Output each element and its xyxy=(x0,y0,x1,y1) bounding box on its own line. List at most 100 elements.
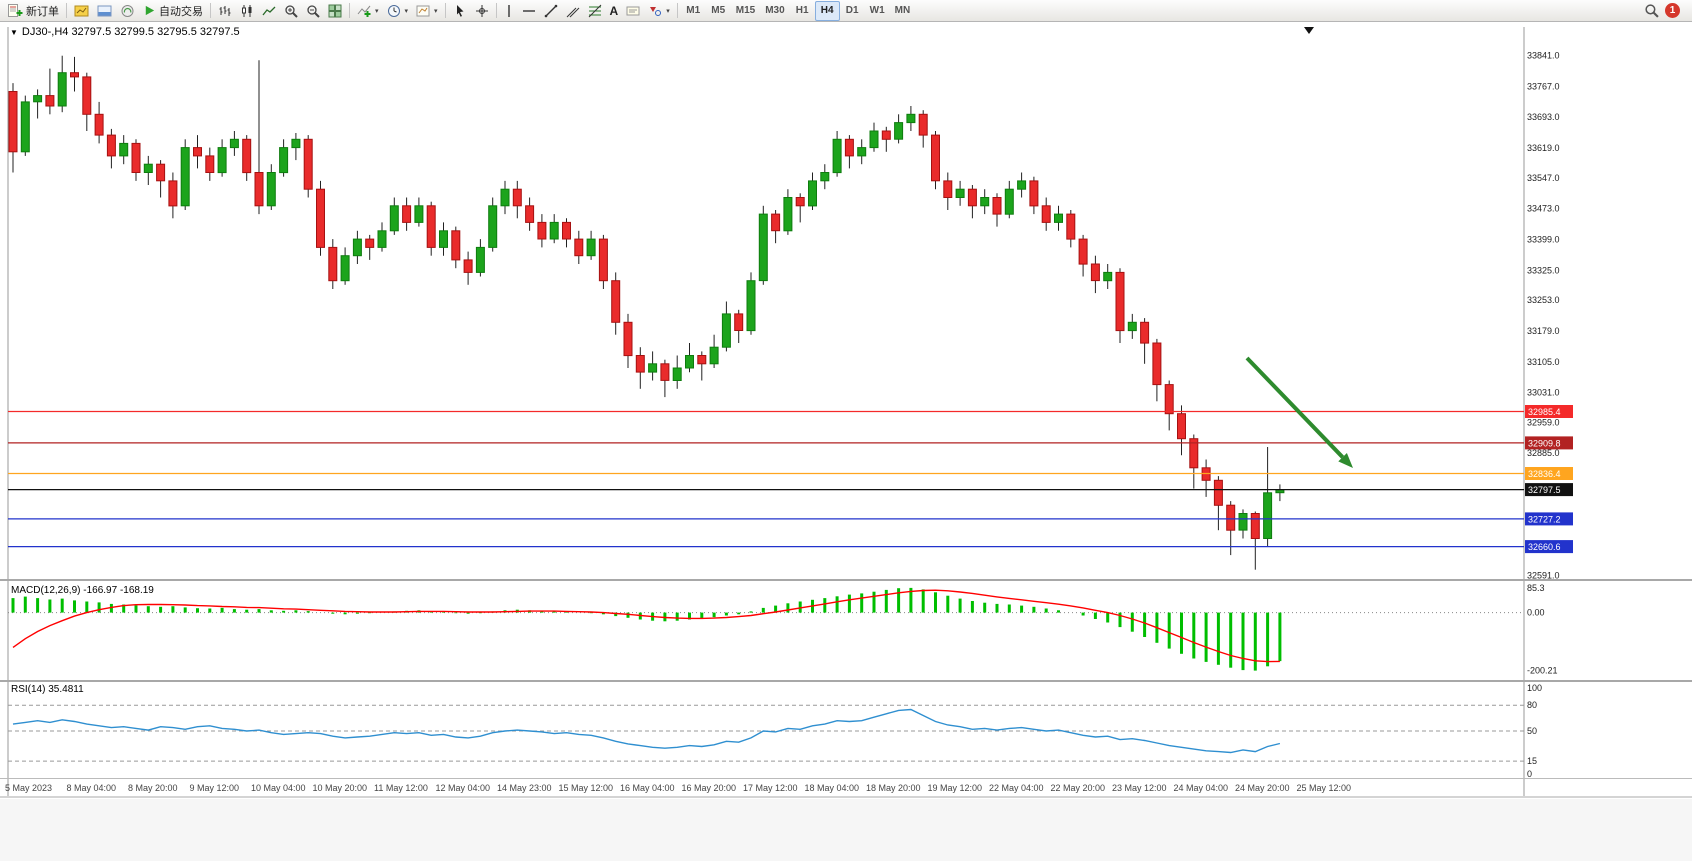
search-icon xyxy=(1644,3,1659,18)
bar-chart-button[interactable] xyxy=(214,1,236,21)
svg-text:15 May 12:00: 15 May 12:00 xyxy=(559,783,614,793)
auto-trading-button[interactable]: 自动交易 xyxy=(139,1,207,21)
indicators-icon xyxy=(357,4,371,18)
text-label-button[interactable] xyxy=(622,1,644,21)
macd-panel: 85.3 0.00 -200.21 xyxy=(8,583,1558,676)
horizontal-line-button[interactable] xyxy=(518,1,540,21)
svg-text:32909.8: 32909.8 xyxy=(1528,438,1561,448)
cursor-button[interactable] xyxy=(449,1,471,21)
bar-chart-icon xyxy=(218,4,232,18)
svg-text:32885.0: 32885.0 xyxy=(1527,448,1560,458)
chart-window-icon xyxy=(74,4,89,18)
svg-text:18 May 20:00: 18 May 20:00 xyxy=(866,783,921,793)
new-order-icon xyxy=(8,3,23,18)
crosshair-icon xyxy=(475,4,489,18)
fibonacci-icon xyxy=(588,4,602,18)
shift-end-marker-icon[interactable] xyxy=(1304,27,1314,34)
text-tool-icon: A xyxy=(609,3,619,18)
svg-text:32727.2: 32727.2 xyxy=(1528,514,1561,524)
svg-text:32660.6: 32660.6 xyxy=(1528,542,1561,552)
rsi-panel: 100 80 50 15 0 xyxy=(8,683,1542,779)
svg-text:32797.5: 32797.5 xyxy=(1528,485,1561,495)
equidistant-channel-button[interactable] xyxy=(562,1,584,21)
macd-label: MACD(12,26,9) -166.97 -168.19 xyxy=(11,585,154,596)
candles xyxy=(8,55,1285,570)
auto-trading-icon xyxy=(143,4,156,17)
tile-windows-icon xyxy=(328,4,342,18)
chart-title-text: DJ30-,H4 32797.5 32799.5 32795.5 32797.5 xyxy=(21,26,240,38)
clock-icon xyxy=(387,4,401,18)
crosshair-button[interactable] xyxy=(471,1,493,21)
text-tool-button[interactable]: A xyxy=(606,1,623,21)
toolbar-separator xyxy=(444,3,446,18)
svg-text:15: 15 xyxy=(1527,756,1537,766)
horizontal-line-icon xyxy=(522,6,536,16)
templates-button[interactable]: ▾ xyxy=(412,1,442,21)
svg-text:32985.4: 32985.4 xyxy=(1528,407,1561,417)
svg-text:33399.0: 33399.0 xyxy=(1527,235,1560,245)
svg-text:24 May 04:00: 24 May 04:00 xyxy=(1174,783,1229,793)
svg-text:33253.0: 33253.0 xyxy=(1527,295,1560,305)
timeframe-m1-button[interactable]: M1 xyxy=(681,1,706,21)
trendline-button[interactable] xyxy=(540,1,562,21)
timeframe-h1-button[interactable]: H1 xyxy=(790,1,815,21)
tile-windows-button[interactable] xyxy=(324,1,346,21)
chevron-down-icon: ▾ xyxy=(375,7,379,15)
vertical-line-button[interactable] xyxy=(500,1,518,21)
svg-text:32959.0: 32959.0 xyxy=(1527,418,1560,428)
svg-text:16 May 20:00: 16 May 20:00 xyxy=(682,783,737,793)
svg-text:33767.0: 33767.0 xyxy=(1527,82,1560,92)
periods-button[interactable]: ▾ xyxy=(383,1,413,21)
timeframe-d1-button[interactable]: D1 xyxy=(840,1,865,21)
charts-button[interactable] xyxy=(70,1,93,21)
trend-arrow-annotation[interactable] xyxy=(1245,356,1353,468)
rsi-label: RSI(14) 35.4811 xyxy=(11,684,84,695)
notification-badge[interactable]: 1 xyxy=(1665,3,1680,18)
svg-text:-200.21: -200.21 xyxy=(1527,666,1558,676)
trendline-icon xyxy=(544,4,558,18)
terminal-button[interactable] xyxy=(93,1,116,21)
zoom-out-button[interactable] xyxy=(302,1,324,21)
price-axis[interactable]: 33841.0 33767.0 33693.0 33619.0 33547.0 33473… xyxy=(1525,51,1573,581)
candlestick-chart-button[interactable] xyxy=(236,1,258,21)
svg-text:33325.0: 33325.0 xyxy=(1527,265,1560,275)
time-axis[interactable]: 5 May 2023 8 May 04:00 8 May 20:00 9 May 12… xyxy=(5,783,1351,793)
fibonacci-button[interactable] xyxy=(584,1,606,21)
svg-text:33693.0: 33693.0 xyxy=(1527,112,1560,122)
zoom-in-button[interactable] xyxy=(280,1,302,21)
timeframe-m5-button[interactable]: M5 xyxy=(706,1,731,21)
svg-text:33031.0: 33031.0 xyxy=(1527,388,1560,398)
zoom-out-icon xyxy=(306,4,320,18)
svg-text:33841.0: 33841.0 xyxy=(1527,51,1560,61)
timeframe-m30-button[interactable]: M30 xyxy=(760,1,789,21)
toolbar-separator xyxy=(349,3,350,18)
indicators-button[interactable]: ▾ xyxy=(353,1,383,21)
svg-text:0: 0 xyxy=(1527,769,1532,779)
toolbar: 新订单 自动交易 ▾ xyxy=(0,0,1692,22)
timeframe-m15-button[interactable]: M15 xyxy=(731,1,760,21)
svg-text:33547.0: 33547.0 xyxy=(1527,173,1560,183)
symbol-marker-icon: ▼ xyxy=(10,27,18,37)
window-background xyxy=(0,799,1692,861)
community-button[interactable] xyxy=(116,1,139,21)
svg-text:12 May 04:00: 12 May 04:00 xyxy=(436,783,491,793)
line-chart-button[interactable] xyxy=(258,1,280,21)
svg-text:100: 100 xyxy=(1527,683,1542,693)
auto-trading-label: 自动交易 xyxy=(159,5,203,18)
shapes-icon xyxy=(648,4,662,18)
chart-canvas[interactable]: 33841.0 33767.0 33693.0 33619.0 33547.0 33473… xyxy=(0,22,1692,798)
candlestick-icon xyxy=(240,4,254,18)
search-button[interactable] xyxy=(1640,1,1663,21)
timeframe-h4-button[interactable]: H4 xyxy=(814,0,840,21)
price-level-lines[interactable] xyxy=(8,410,1524,548)
svg-text:8 May 20:00: 8 May 20:00 xyxy=(128,783,178,793)
new-order-button[interactable]: 新订单 xyxy=(4,1,63,21)
svg-text:22 May 20:00: 22 May 20:00 xyxy=(1051,783,1106,793)
timeframe-mn-button[interactable]: MN xyxy=(890,1,916,21)
chevron-down-icon: ▾ xyxy=(434,7,438,15)
svg-text:50: 50 xyxy=(1527,726,1537,736)
new-order-label: 新订单 xyxy=(26,5,59,18)
svg-text:18 May 04:00: 18 May 04:00 xyxy=(805,783,860,793)
shapes-button[interactable]: ▾ xyxy=(644,1,674,21)
timeframe-w1-button[interactable]: W1 xyxy=(865,1,890,21)
